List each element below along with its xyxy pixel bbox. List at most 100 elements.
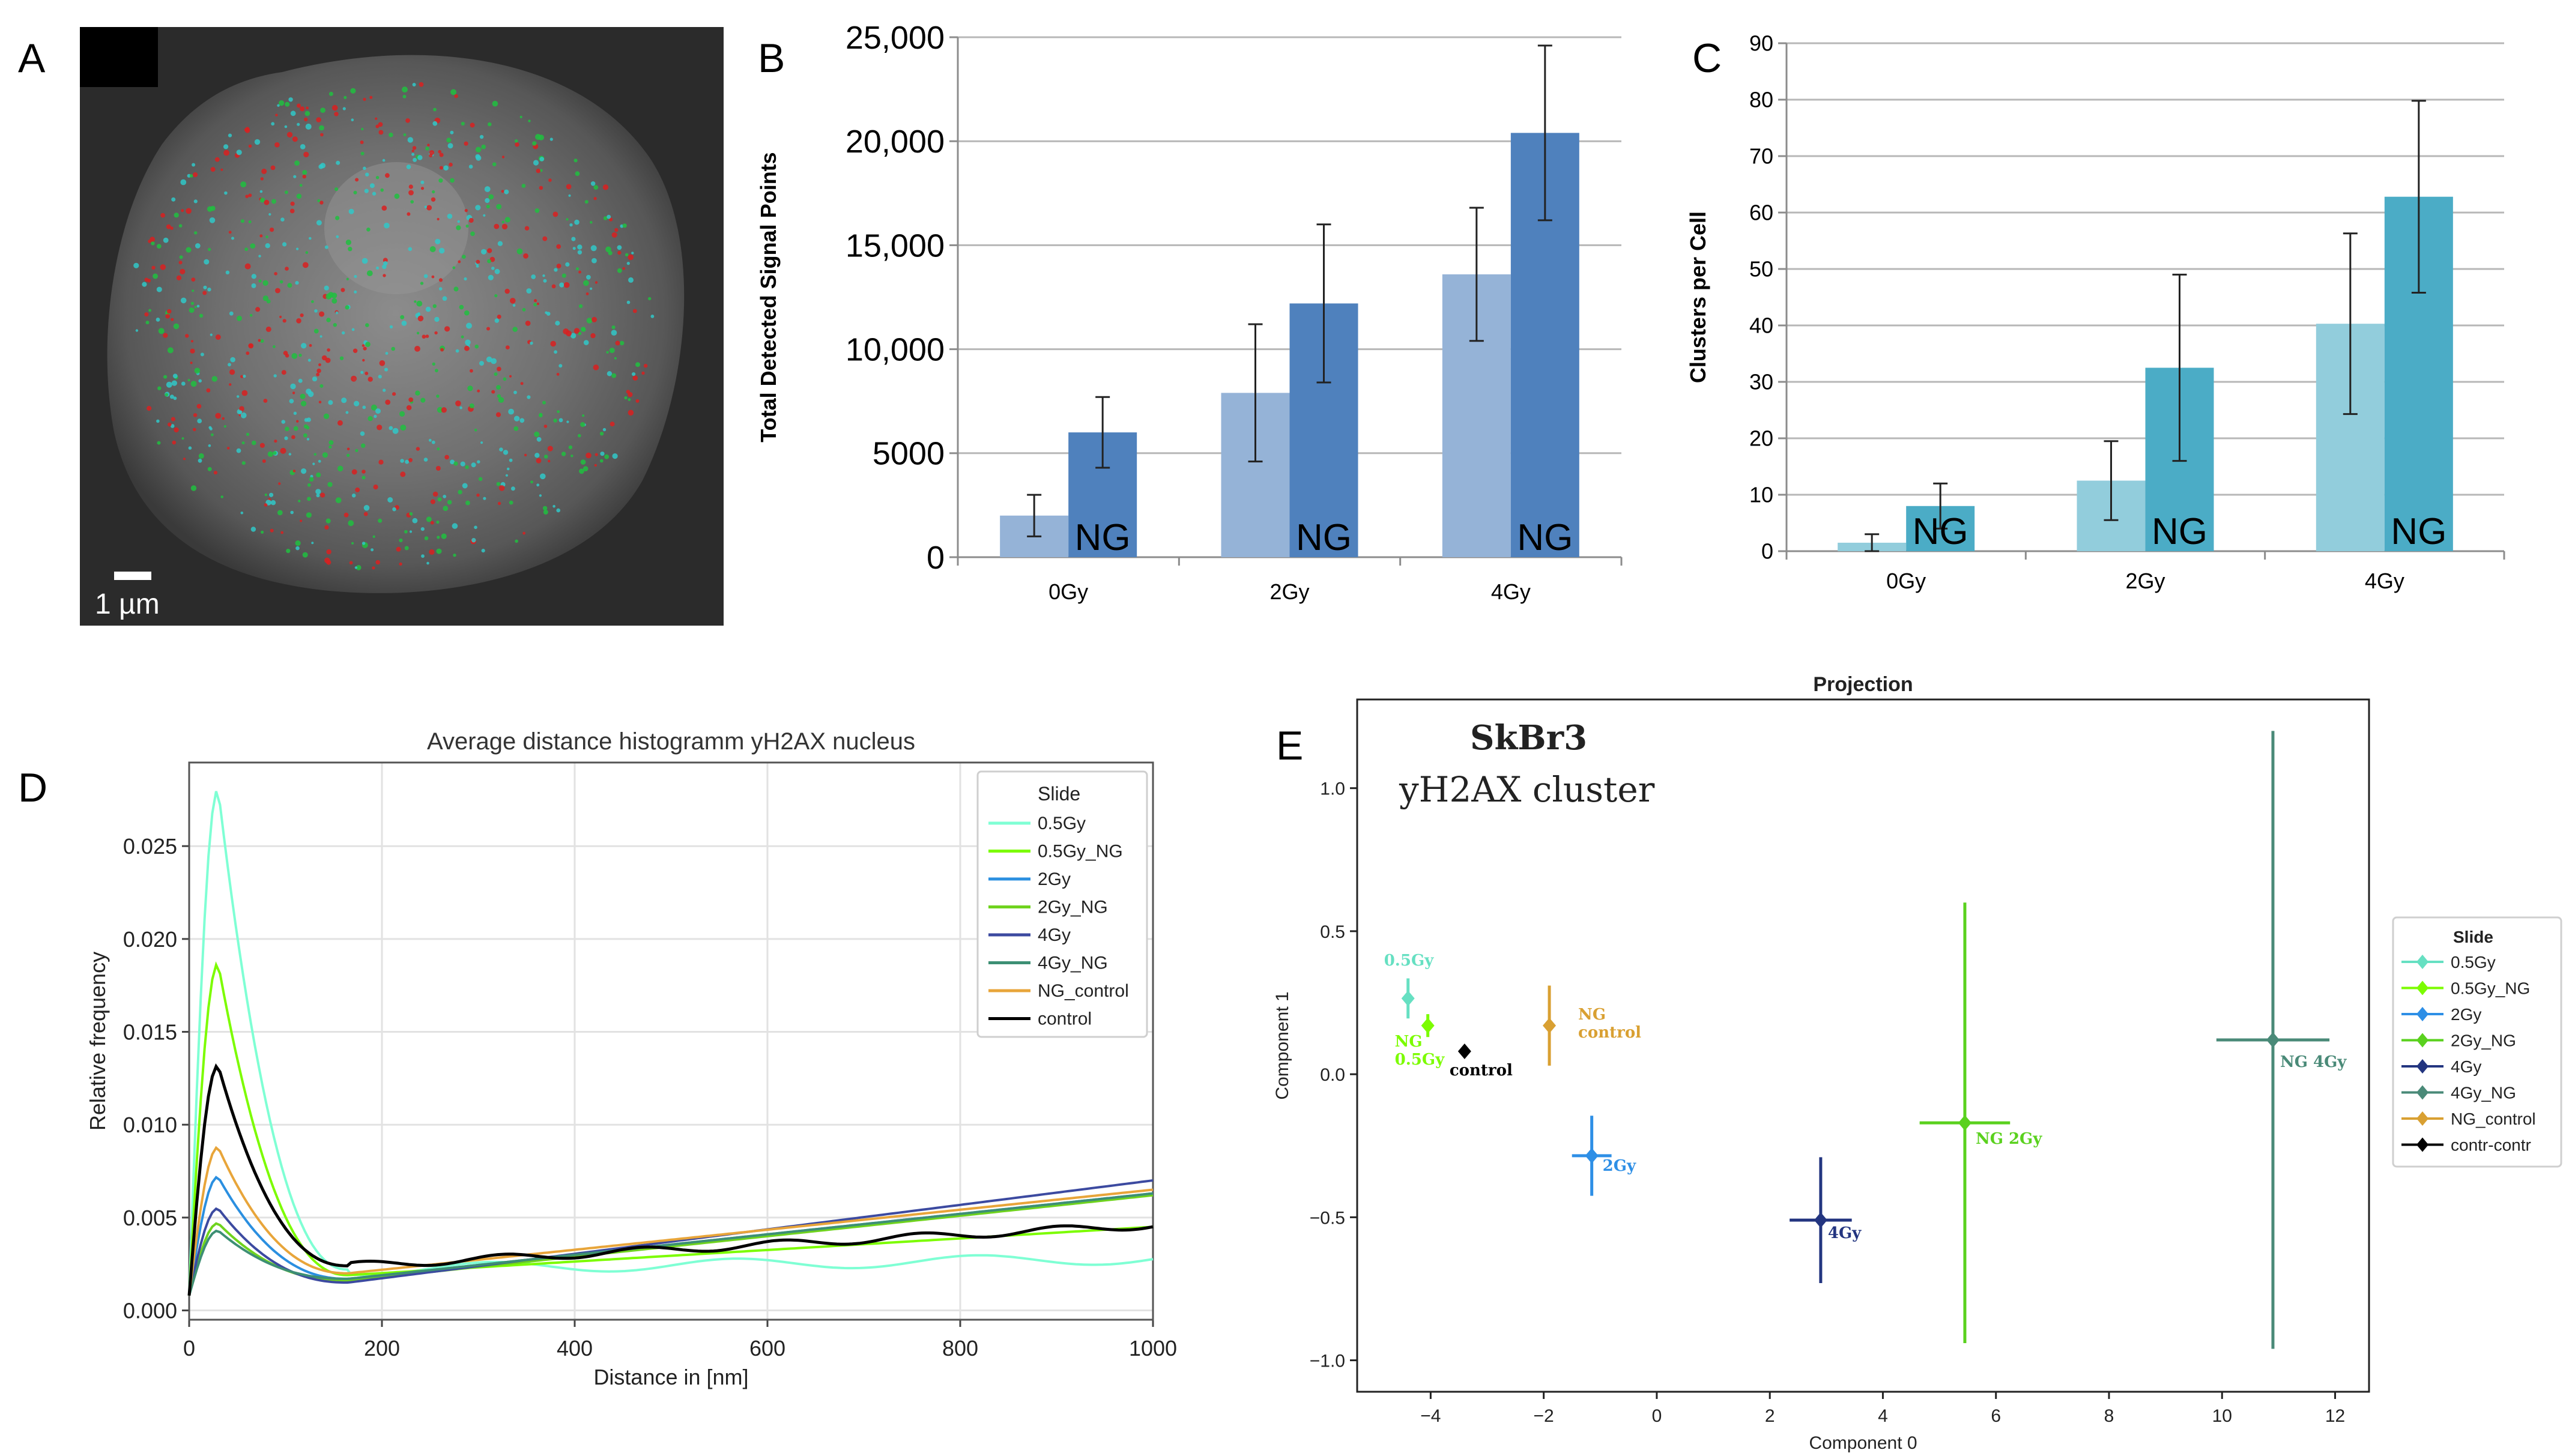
signal-dot [282, 319, 286, 323]
signal-dot [375, 124, 380, 128]
signal-dot [193, 199, 198, 204]
signal-dot [628, 277, 634, 283]
signal-dot [181, 437, 184, 440]
signal-dot [319, 335, 322, 338]
signal-dot [426, 205, 432, 211]
signal-dot [240, 412, 247, 418]
signal-dot [614, 228, 619, 232]
y-tick-label: 70 [1749, 144, 1773, 169]
signal-dot [351, 328, 355, 331]
signal-dot [214, 157, 220, 162]
signal-dot [510, 486, 515, 491]
y-tick-label: 0.0 [1320, 1065, 1345, 1085]
signal-dot [165, 313, 171, 319]
signal-dot [160, 213, 165, 218]
legend-marker [2416, 1033, 2428, 1048]
signal-dot [420, 180, 425, 184]
signal-dot [435, 369, 438, 373]
signal-dot [497, 366, 501, 372]
signal-dot [392, 507, 396, 512]
signal-dot [345, 240, 352, 246]
signal-dot [617, 245, 622, 250]
signal-dot [576, 267, 579, 271]
y-axis-label: Total Detected Signal Points [756, 152, 781, 442]
signal-dot [494, 372, 498, 376]
signal-dot [267, 451, 274, 457]
signal-dot [236, 448, 241, 453]
signal-dot [319, 311, 325, 317]
signal-dot [322, 452, 328, 458]
signal-dot [441, 407, 447, 413]
signal-dot [298, 378, 303, 383]
signal-dot [316, 117, 321, 122]
signal-dot [437, 497, 442, 502]
signal-dot [420, 282, 424, 285]
signal-dot [251, 274, 256, 279]
signal-dot [318, 363, 321, 366]
signal-dot [355, 178, 359, 182]
signal-dot [289, 399, 294, 403]
signal-dot [379, 360, 386, 366]
signal-dot [549, 137, 553, 141]
signal-dot [440, 348, 444, 352]
signal-dot [246, 432, 250, 436]
signal-dot [190, 485, 197, 491]
point-label: NG 4Gy [2280, 1053, 2347, 1071]
signal-dot [280, 531, 284, 534]
signal-dot [324, 525, 329, 530]
signal-dot [626, 390, 631, 394]
signal-dot [361, 127, 364, 131]
signal-dot [289, 208, 295, 214]
signal-dot [378, 122, 383, 127]
y-tick-label: −1.0 [1310, 1352, 1345, 1371]
signal-dot [153, 273, 159, 279]
signal-dot [264, 493, 268, 497]
signal-dot [552, 211, 558, 217]
signal-dot [295, 546, 300, 551]
signal-dot [345, 411, 349, 414]
signal-dot [167, 347, 174, 354]
signal-dot [536, 458, 542, 464]
signal-dot [494, 318, 499, 323]
signal-dot [399, 538, 403, 543]
signal-dot [465, 224, 469, 228]
signal-dot [523, 253, 528, 259]
signal-dot [574, 219, 579, 225]
signal-dot [170, 226, 174, 230]
signal-dot [275, 288, 280, 294]
signal-dot [229, 369, 235, 375]
signal-dot [135, 329, 139, 332]
signal-dot [459, 406, 462, 409]
signal-dot [383, 261, 388, 266]
signal-dot [481, 249, 487, 255]
signal-dot [314, 309, 318, 313]
signal-dot [556, 244, 561, 249]
signal-dot [412, 146, 417, 150]
annotation-subtitle: yH2AX cluster [1399, 769, 1655, 810]
signal-dot [264, 199, 270, 205]
signal-dot [480, 441, 483, 444]
signal-dot [148, 240, 152, 243]
signal-dot [295, 281, 299, 285]
signal-dot [147, 406, 152, 411]
signal-dot [316, 472, 321, 478]
signal-dot [166, 224, 171, 229]
signal-dot [324, 557, 330, 563]
signal-dot [157, 386, 162, 390]
signal-dot [479, 134, 484, 139]
signal-dot [416, 331, 420, 334]
signal-dot [617, 268, 622, 273]
point-4Gy [1814, 1212, 1827, 1228]
signal-dot [566, 218, 569, 221]
signal-dot [309, 237, 312, 240]
signal-dot [443, 506, 449, 512]
signal-dot [292, 391, 295, 394]
x-tick-label: 200 [364, 1336, 400, 1361]
ng-bar-label: NG [1913, 511, 1968, 552]
signal-dot [406, 405, 412, 411]
x-tick-label: 0 [1652, 1406, 1662, 1426]
signal-dot [525, 321, 531, 326]
signal-dot [270, 500, 276, 506]
signal-dot [363, 97, 366, 101]
legend-label: contr-contr [2451, 1136, 2531, 1155]
